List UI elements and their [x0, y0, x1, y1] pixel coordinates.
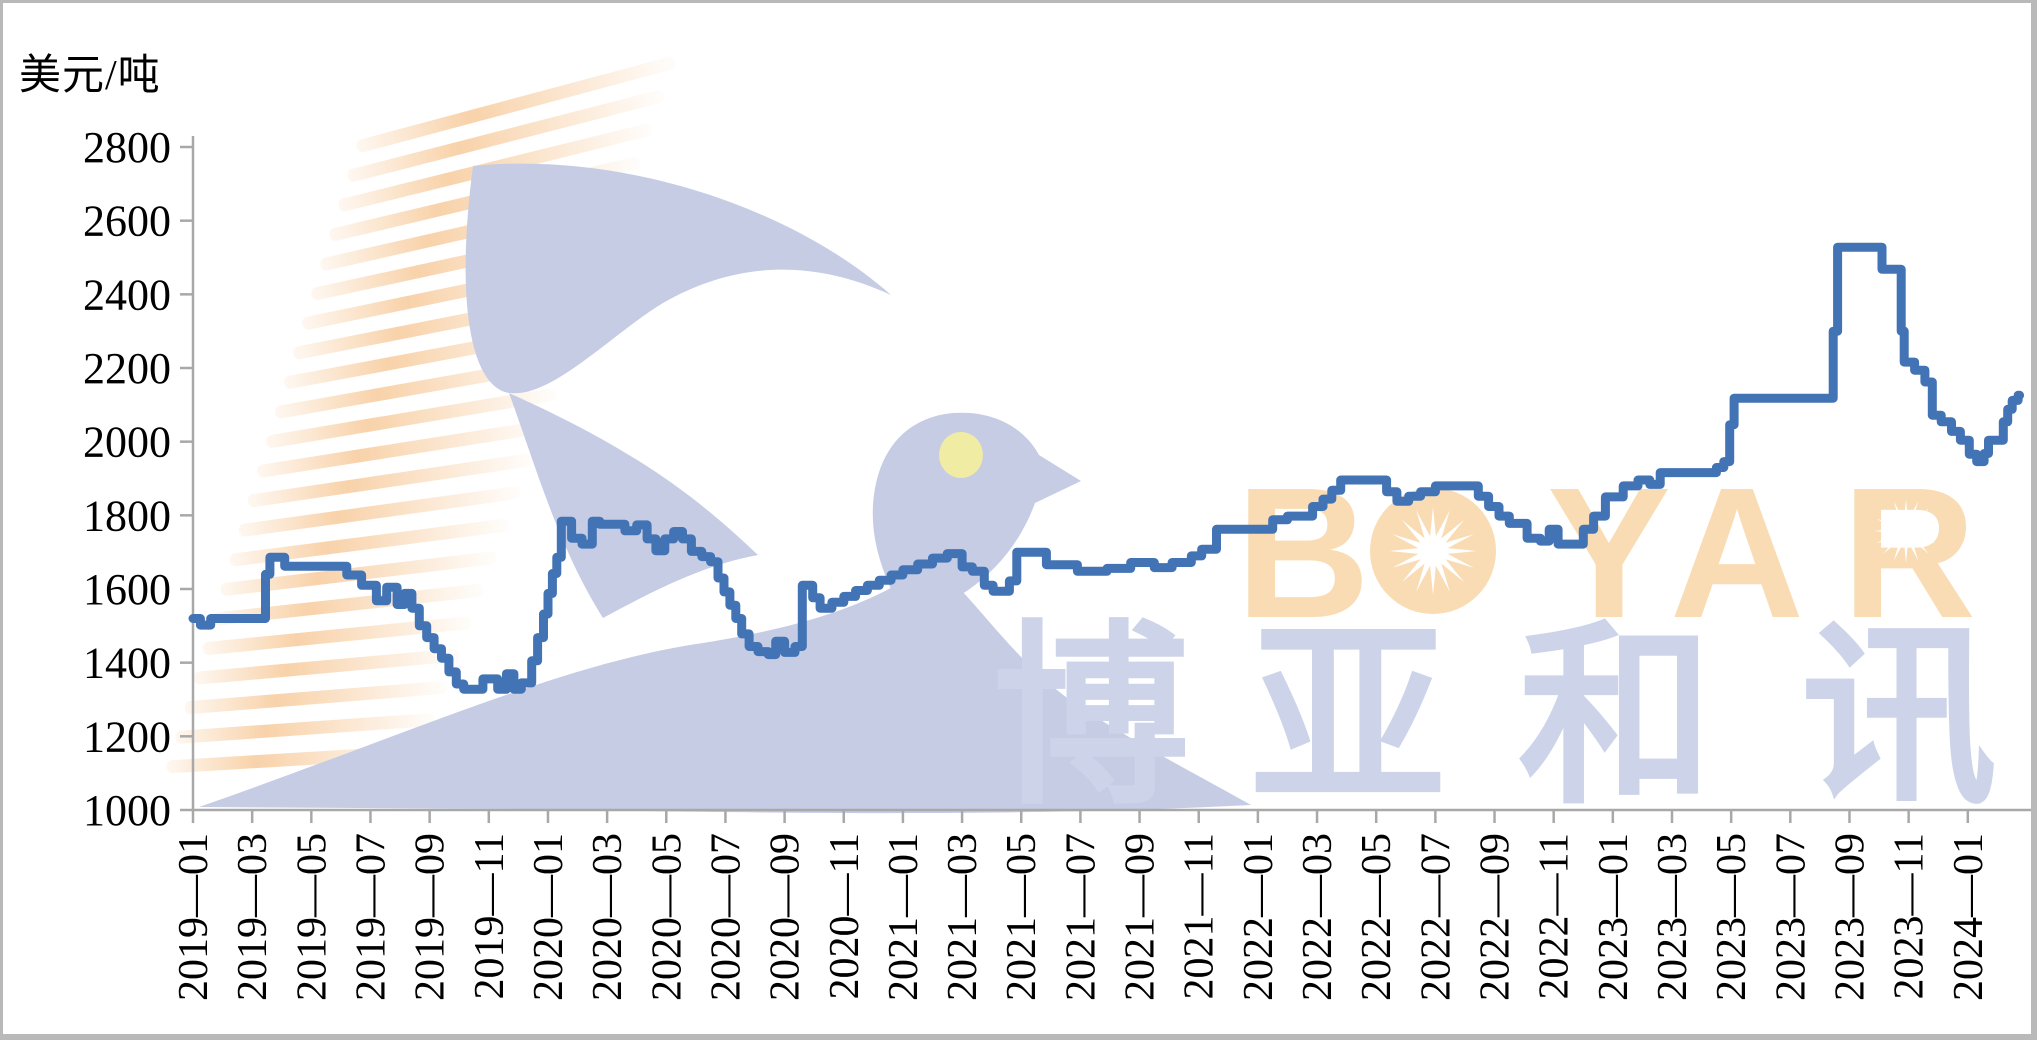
stripe: [202, 616, 472, 655]
x-tick-label: 2021—01: [881, 833, 927, 1001]
y-tick-label: 2400: [83, 270, 171, 319]
x-tick-label: 2022—09: [1473, 833, 1519, 1001]
stripe: [347, 90, 665, 182]
x-tick-label: 2021—03: [940, 833, 986, 1001]
y-tick-label: 2000: [83, 418, 171, 467]
x-tick-label: 2022—11: [1532, 833, 1578, 999]
x-tick-label: 2023—09: [1827, 833, 1873, 1001]
x-tick-label: 2020—09: [763, 833, 809, 1001]
x-tick-label: 2019—09: [408, 833, 454, 1001]
x-tick-label: 2019—11: [467, 833, 513, 999]
x-tick-label: 2021—09: [1118, 833, 1164, 1001]
x-tick-label: 2022—07: [1413, 833, 1459, 1001]
bird-shoulder: [509, 393, 758, 618]
x-tick-label: 2020—07: [703, 833, 749, 1001]
stripe: [256, 421, 546, 478]
y-tick-label: 1600: [83, 565, 171, 614]
starburst-icon-o: [1389, 507, 1477, 595]
x-tick-label: 2019—07: [348, 833, 394, 1001]
y-tick-label: 1000: [83, 786, 171, 835]
x-tick-label: 2019—05: [289, 833, 335, 1001]
bird-eye-icon: [939, 432, 983, 478]
stripe: [247, 453, 533, 508]
price-series-line: [188, 242, 2025, 694]
brand-cn-char: 博: [993, 608, 1189, 827]
stripe: [229, 519, 509, 567]
brand-letter: R: [1842, 450, 1976, 657]
axes: [180, 136, 2031, 823]
y-tick-label: 2600: [83, 197, 171, 246]
brand-cn-char: 讯: [1801, 608, 1997, 827]
y-tick-label: 2800: [83, 123, 171, 172]
stripe: [238, 486, 521, 537]
brand-letter: A: [1670, 450, 1804, 657]
stripe: [193, 648, 460, 685]
y-tick-labels: 2800 2600 2400 2200 2000 1800 1600 1400 1200 1000: [83, 123, 171, 835]
brand-cn-char: 亚: [1250, 608, 1446, 827]
x-tick-label: 2024—01: [1946, 833, 1992, 1001]
stripe: [265, 388, 558, 448]
x-tick-label: 2021—11: [1177, 833, 1223, 999]
x-tick-label: 2023—11: [1887, 833, 1933, 999]
x-tick-labels: 2019—01 2019—03 2019—05 2019—07 2019—09 2019—…: [171, 833, 1992, 1001]
x-tick-label: 2020—01: [526, 833, 572, 1001]
x-tick-label: 2019—01: [171, 833, 217, 1001]
stripe: [356, 56, 676, 153]
x-tick-label: 2020—03: [585, 833, 631, 1001]
y-axis-unit-label: 美元/吨: [19, 53, 161, 99]
y-tick-label: 1200: [83, 712, 171, 761]
x-tick-label: 2021—05: [999, 833, 1045, 1001]
x-tick-label: 2022—05: [1354, 833, 1400, 1001]
x-tick-label: 2019—03: [230, 833, 276, 1001]
y-tick-label: 2200: [83, 344, 171, 393]
y-tick-label: 1800: [83, 491, 171, 540]
x-tick-label: 2023—05: [1709, 833, 1755, 1001]
x-tick-label: 2023—07: [1768, 833, 1814, 1001]
stripe: [184, 681, 448, 715]
price-line-chart: B YA R博亚和讯28002600240022002000180016001400…: [83, 56, 2031, 1001]
x-tick-label: 2020—11: [822, 833, 868, 999]
starburst-icon-r: [1874, 499, 1938, 563]
x-tick-label: 2020—05: [644, 833, 690, 1001]
bird-upper-wing: [465, 163, 891, 394]
x-tick-label: 2023—01: [1591, 833, 1637, 1001]
watermark-bird-logo: [199, 163, 1251, 814]
y-tick-label: 1400: [83, 639, 171, 688]
x-tick-label: 2022—03: [1295, 833, 1341, 1001]
stripe: [175, 713, 435, 744]
x-tick-label: 2021—07: [1058, 833, 1104, 1001]
watermark-brand-cn: 博亚和讯: [993, 608, 1997, 827]
bird-body: [199, 561, 1251, 814]
x-tick-label: 2023—03: [1650, 833, 1696, 1001]
x-tick-label: 2022—01: [1236, 833, 1282, 1001]
brand-cn-char: 和: [1518, 608, 1714, 827]
